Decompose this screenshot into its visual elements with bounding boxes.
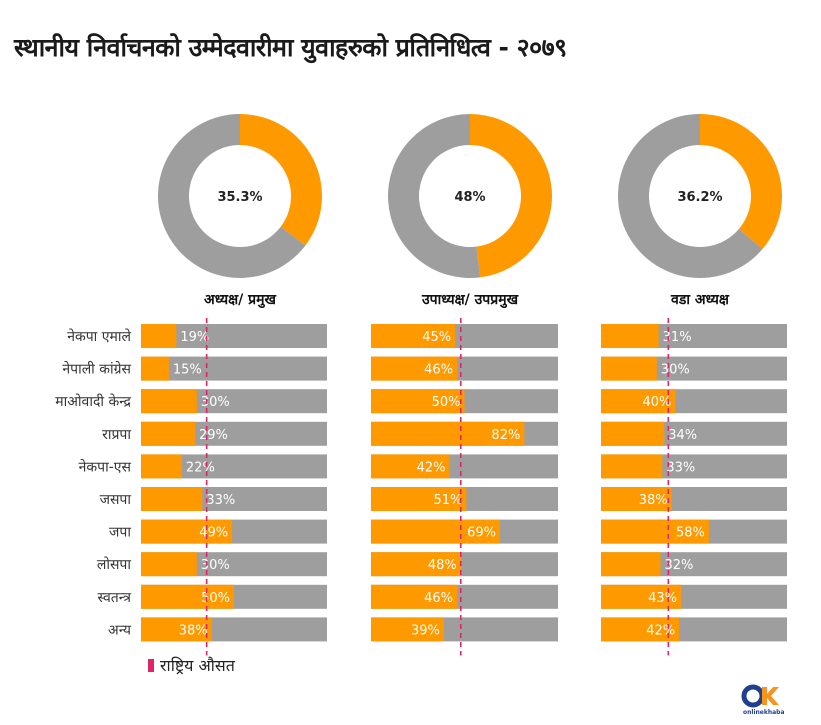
- donut-youth-slice: [470, 114, 552, 278]
- bar-data-label: 38%: [639, 493, 668, 508]
- donut-center-label: 48%: [454, 190, 485, 205]
- bar-value: [371, 584, 458, 609]
- bar-data-label: 58%: [676, 526, 705, 541]
- bar-value: [371, 324, 456, 348]
- bar-data-label: 82%: [491, 428, 520, 443]
- logo-o-shape: [741, 684, 765, 708]
- bar-value: [141, 356, 169, 381]
- bar-data-label: 46%: [424, 363, 453, 378]
- bar-data-label: 22%: [186, 460, 215, 475]
- legend: राष्ट्रिय औसत: [148, 654, 235, 676]
- category-label: स्वतन्त्र: [98, 590, 132, 606]
- bar-value: [601, 519, 709, 544]
- bar-data-label: 51%: [433, 493, 462, 508]
- bar-data-label: 34%: [668, 428, 697, 443]
- bar-value: [601, 324, 659, 348]
- bar-data-label: 32%: [665, 558, 694, 573]
- logo-caption: onlinekhabar: [743, 709, 784, 716]
- bar-data-label: 30%: [201, 395, 230, 410]
- bar-value: [141, 487, 203, 511]
- donut-rest-slice: [387, 114, 481, 278]
- bar-data-label: 33%: [666, 460, 695, 475]
- bar-value: [371, 552, 461, 577]
- category-label: अन्य: [108, 622, 132, 638]
- category-label: लोसपा: [97, 556, 132, 573]
- bar-value: [141, 454, 182, 479]
- onlinekhabar-logo: onlinekhabar: [741, 684, 784, 716]
- donut-rest-slice: [618, 114, 763, 278]
- bar-data-label: 69%: [467, 526, 496, 541]
- bar-data-label: 50%: [432, 395, 461, 410]
- bar-value: [601, 552, 661, 577]
- bar-value: [371, 617, 444, 642]
- bar-value: [141, 617, 212, 642]
- bar-value: [141, 389, 197, 414]
- bar-value: [371, 356, 458, 381]
- donut-center-label: 35.3%: [217, 190, 262, 205]
- bar-data-label: 33%: [206, 493, 235, 508]
- panel-title: वडा अध्यक्ष: [670, 292, 730, 308]
- bar-data-label: 30%: [201, 558, 230, 573]
- legend-swatch-national-average: [148, 658, 154, 672]
- chart-title: स्थानीय निर्वाचनको उम्मेदवारीमा युवाहरुक…: [14, 33, 567, 62]
- panel-title: अध्यक्ष/ प्रमुख: [204, 292, 276, 309]
- bar-value: [601, 356, 657, 381]
- panel-title: उपाध्यक्ष/ उपप्रमुख: [421, 292, 519, 309]
- bar-data-label: 46%: [424, 591, 453, 606]
- bar-data-label: 49%: [199, 526, 228, 541]
- category-label: जपा: [109, 525, 131, 541]
- bar-value: [371, 454, 450, 479]
- category-label: राप्रपा: [102, 427, 131, 443]
- bar-data-label: 19%: [180, 330, 209, 345]
- category-label: माओवादी केन्द्र: [55, 393, 131, 410]
- bar-value: [141, 552, 197, 577]
- legend-label: राष्ट्रिय औसत: [160, 656, 235, 675]
- bar-value: [141, 519, 233, 544]
- bar-value: [371, 487, 467, 511]
- donut-center-label: 36.2%: [677, 190, 722, 205]
- bar-value: [371, 421, 525, 446]
- bar-data-label: 50%: [201, 591, 230, 606]
- category-label: नेकपा-एस: [79, 458, 132, 475]
- category-label: नेपाली कांग्रेस: [62, 361, 131, 378]
- bar-track: [141, 356, 327, 381]
- bar-data-label: 15%: [173, 363, 202, 378]
- bar-value: [601, 454, 663, 479]
- bar-value: [371, 519, 501, 544]
- bar-value: [141, 584, 234, 609]
- bar-data-label: 45%: [422, 330, 451, 345]
- bar-value: [371, 389, 465, 414]
- donut-youth-slice: [700, 114, 782, 250]
- bar-value: [601, 487, 672, 511]
- category-label: नेकपा एमाले: [67, 328, 131, 345]
- bar-data-label: 38%: [179, 623, 208, 638]
- bar-data-label: 29%: [199, 428, 228, 443]
- bar-value: [601, 617, 680, 642]
- bar-data-label: 31%: [663, 330, 692, 345]
- category-label: जसपा: [100, 492, 132, 508]
- bar-data-label: 40%: [642, 395, 671, 410]
- bar-data-label: 30%: [661, 363, 690, 378]
- bar-value: [141, 421, 195, 446]
- bar-value: [141, 324, 177, 348]
- donut-youth-slice: [240, 114, 322, 246]
- bar-value: [601, 421, 665, 446]
- logo-k-shape: [762, 687, 779, 705]
- bar-data-label: 42%: [646, 623, 675, 638]
- bar-value: [601, 389, 676, 414]
- bar-data-label: 48%: [428, 558, 457, 573]
- bar-data-label: 43%: [648, 591, 677, 606]
- bar-data-label: 39%: [411, 623, 440, 638]
- bar-data-label: 42%: [417, 460, 446, 475]
- donut-rest-slice: [157, 114, 306, 278]
